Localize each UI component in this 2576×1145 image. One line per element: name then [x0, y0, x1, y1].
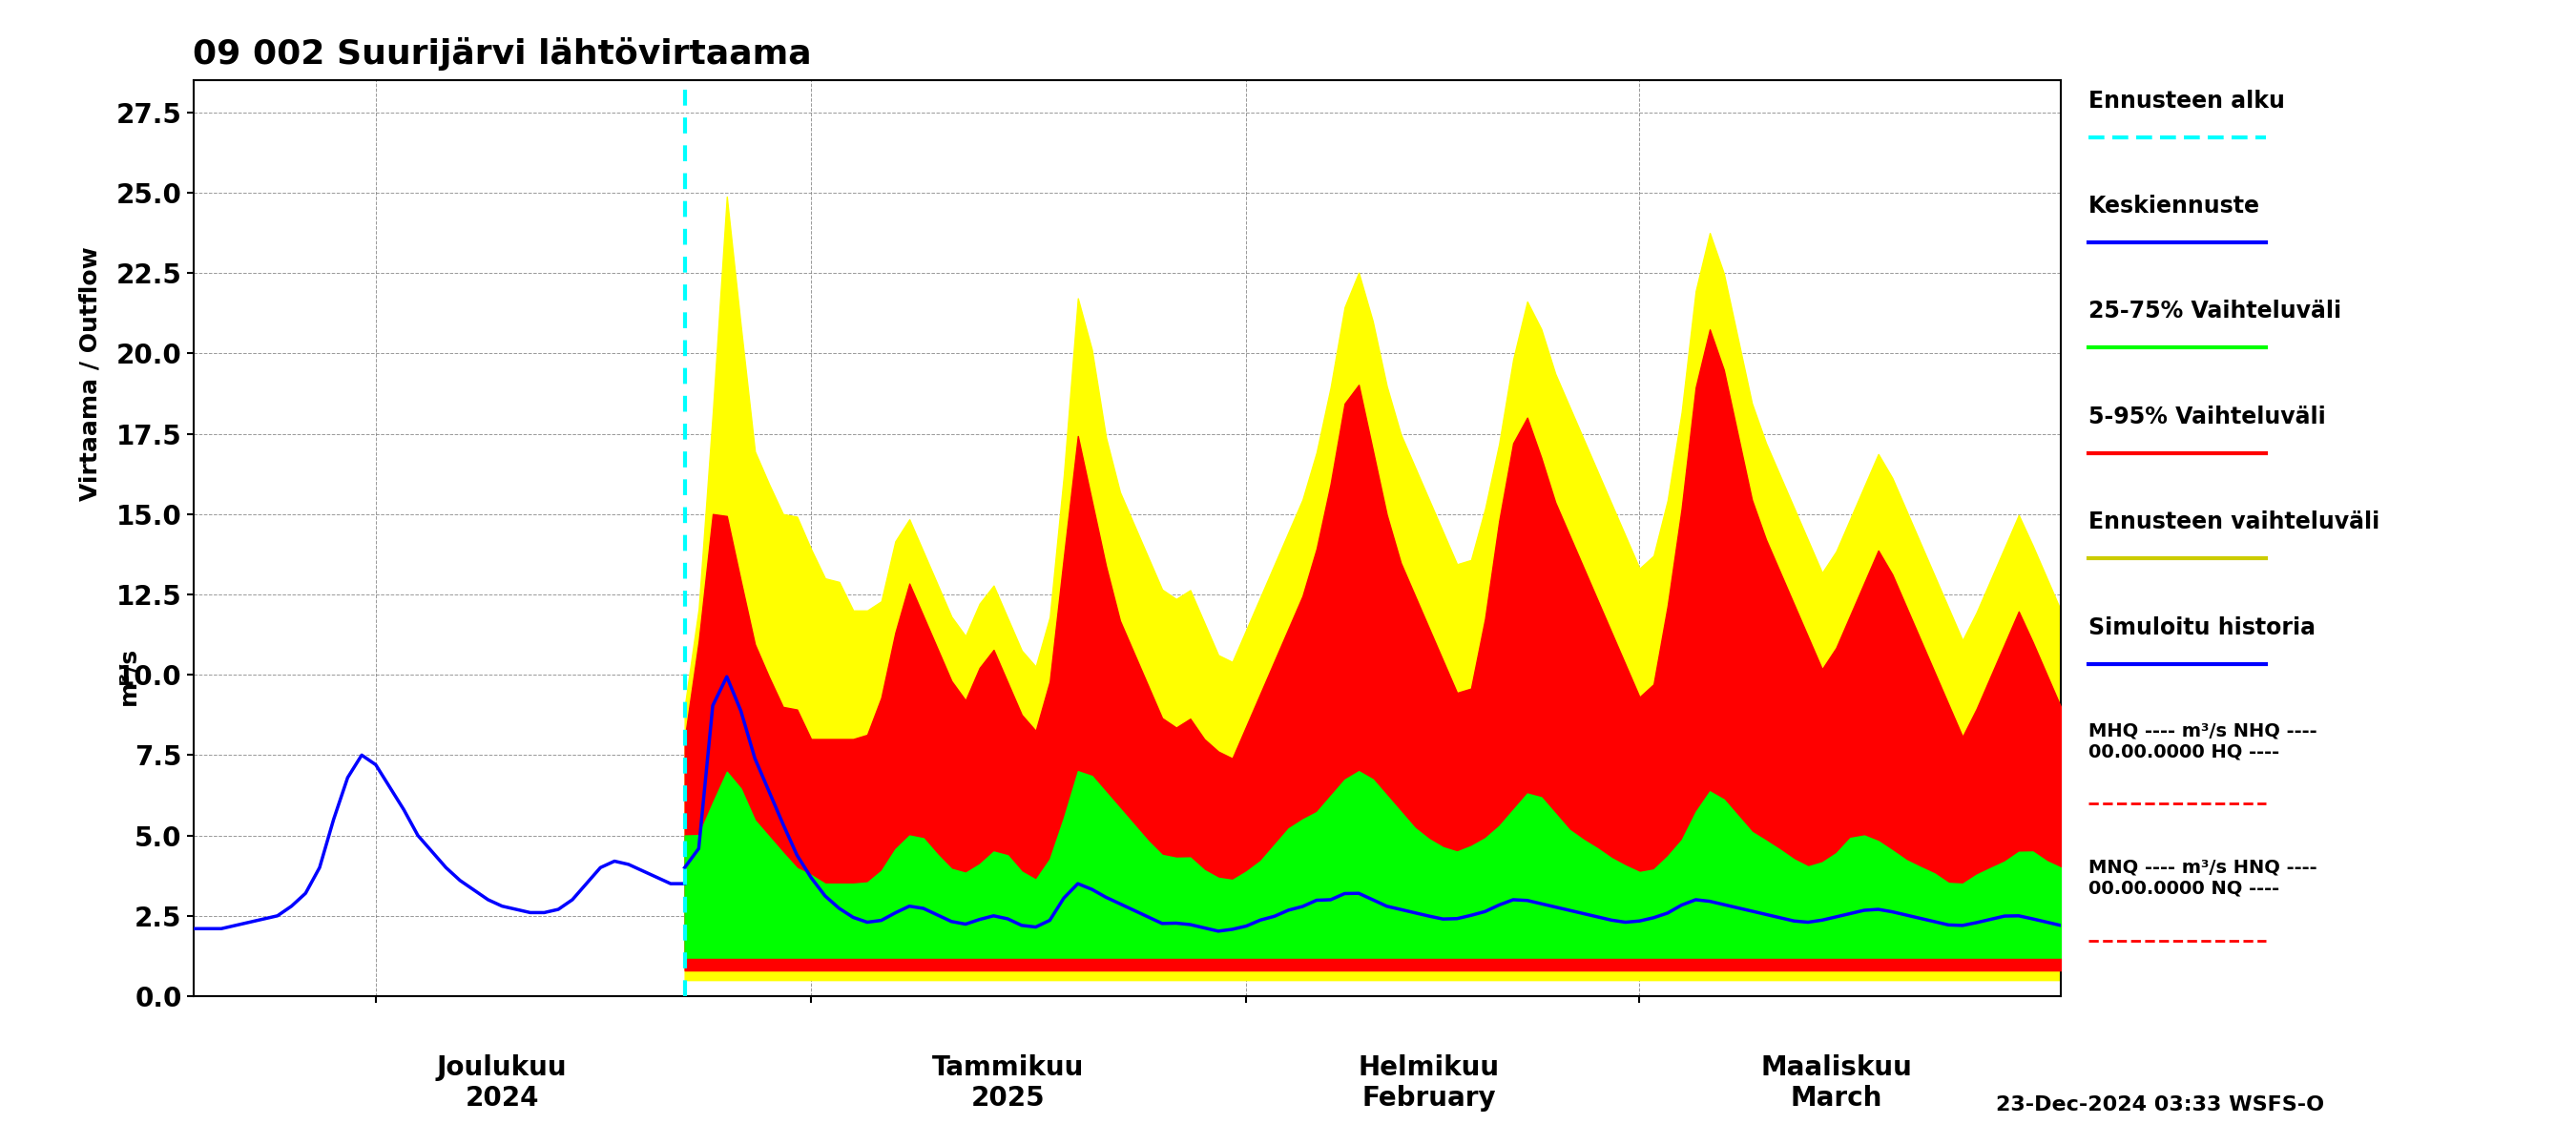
Text: Simuloitu historia: Simuloitu historia	[2089, 616, 2316, 639]
Text: 09 002 Suurijärvi lähtövirtaama: 09 002 Suurijärvi lähtövirtaama	[193, 38, 811, 71]
Text: Keskiennuste: Keskiennuste	[2089, 195, 2262, 218]
Text: Maaliskuu
March: Maaliskuu March	[1759, 1055, 1911, 1112]
Text: Ennusteen vaihteluväli: Ennusteen vaihteluväli	[2089, 511, 2380, 534]
Text: MNQ ---- m³/s HNQ ----
00.00.0000 NQ ----: MNQ ---- m³/s HNQ ---- 00.00.0000 NQ ---…	[2089, 859, 2318, 898]
Text: 25-75% Vaihteluväli: 25-75% Vaihteluväli	[2089, 300, 2342, 323]
Text: MHQ ---- m³/s NHQ ----
00.00.0000 HQ ----: MHQ ---- m³/s NHQ ---- 00.00.0000 HQ ---…	[2089, 721, 2318, 760]
Text: 23-Dec-2024 03:33 WSFS-O: 23-Dec-2024 03:33 WSFS-O	[1996, 1096, 2324, 1114]
Text: Helmikuu
February: Helmikuu February	[1358, 1055, 1499, 1112]
Text: Ennusteen alku: Ennusteen alku	[2089, 89, 2285, 112]
Text: m³/s: m³/s	[116, 647, 139, 704]
Text: Joulukuu
2024: Joulukuu 2024	[438, 1055, 567, 1112]
Text: Virtaama / Outflow: Virtaama / Outflow	[80, 246, 103, 500]
Text: Tammikuu
2025: Tammikuu 2025	[933, 1055, 1084, 1112]
Text: 5-95% Vaihteluväli: 5-95% Vaihteluväli	[2089, 405, 2326, 428]
